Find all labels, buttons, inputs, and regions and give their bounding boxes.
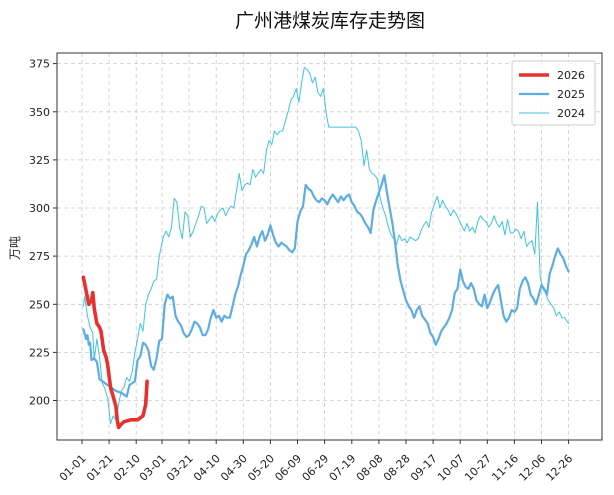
x-tick-label: 04-30 [218,452,250,484]
x-tick-label: 07-19 [327,452,359,484]
series-line-2026 [81,275,149,430]
y-tick-label: 375 [29,58,50,71]
series-line-2025 [82,174,570,398]
x-tick-label: 12-26 [544,452,576,484]
y-tick-label: 325 [29,154,50,167]
x-tick-label: 02-10 [111,452,143,484]
y-axis-label: 万吨 [8,236,22,260]
x-tick-label: 10-27 [462,452,494,484]
legend-label-2024: 2024 [557,107,585,120]
y-tick-label: 275 [29,250,50,263]
plot-area [56,52,603,441]
x-tick-label: 08-08 [354,452,386,484]
grid-lines [57,53,602,440]
x-tick-label: 12-06 [516,452,548,484]
x-tick-label: 01-21 [84,452,116,484]
x-tick-label: 06-29 [300,452,332,484]
x-tick-label: 05-20 [245,452,277,484]
series-line-2024 [82,67,570,425]
x-tick-label: 06-09 [272,452,304,484]
y-tick-label: 250 [29,298,50,311]
legend: 2026 2025 2024 [511,60,596,126]
legend-label-2026: 2026 [557,69,585,82]
x-tick-label: 10-07 [435,452,467,484]
x-tick-label: 08-28 [381,452,413,484]
x-axis: 01-0101-2102-1003-0103-2104-1004-3005-20… [57,440,575,484]
y-tick-label: 225 [29,346,50,359]
y-tick-label: 200 [29,395,50,408]
y-axis: 200 225 250 275 300 325 350 375 [29,58,57,408]
x-tick-label: 04-10 [191,452,223,484]
x-tick-label: 03-01 [137,452,169,484]
x-tick-label: 03-21 [164,452,196,484]
series-layer [81,67,570,430]
y-tick-label: 300 [29,202,50,215]
legend-label-2025: 2025 [557,88,585,101]
x-tick-label: 09-17 [408,452,440,484]
x-tick-label: 01-01 [57,452,89,484]
legend-box [511,60,596,126]
x-tick-label: 11-16 [489,452,521,484]
y-tick-label: 350 [29,106,50,119]
chart-title: 广州港煤炭库存走势图 [235,10,425,32]
